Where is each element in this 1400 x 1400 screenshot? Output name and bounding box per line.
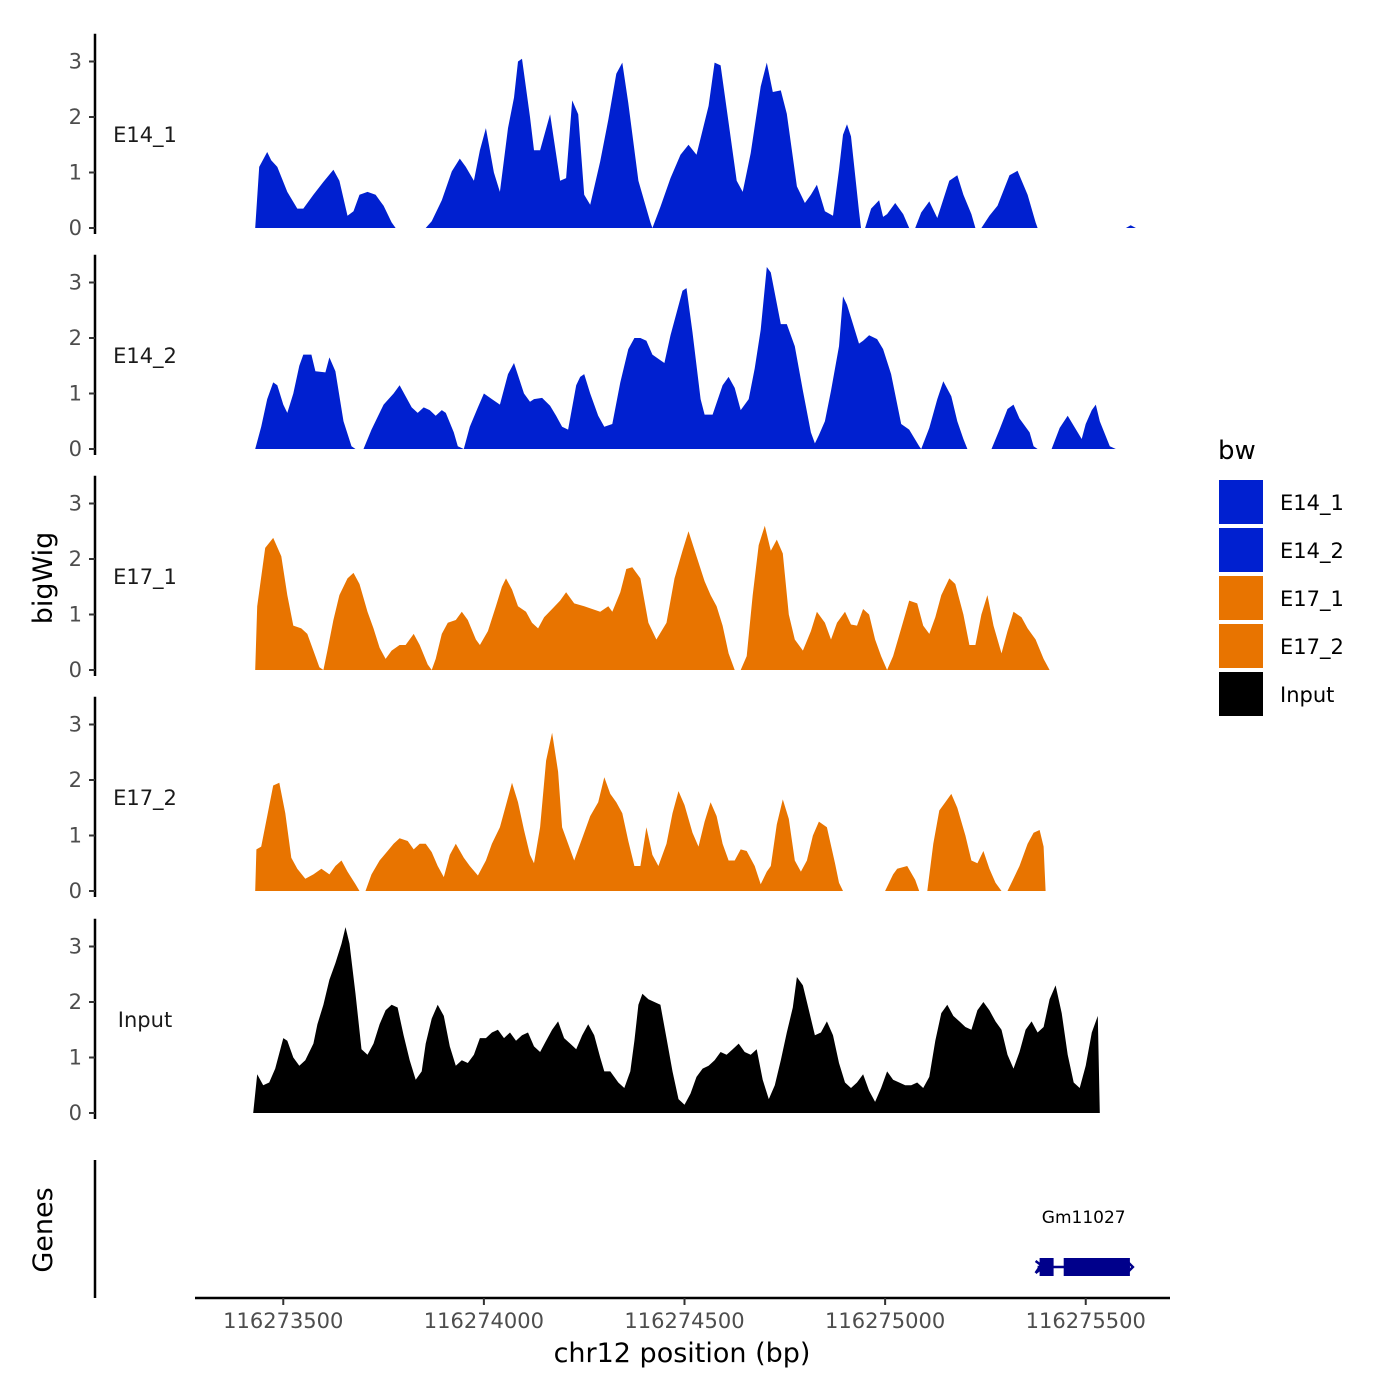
track-label: Input bbox=[118, 1008, 172, 1032]
track-label: E17_2 bbox=[113, 786, 177, 811]
y-tick-label: 0 bbox=[69, 437, 82, 461]
y-tick-label: 3 bbox=[69, 271, 82, 295]
gene-exon bbox=[1063, 1258, 1130, 1276]
legend-swatch bbox=[1219, 672, 1263, 716]
track-e14-1: 0 1 2 3 E14_1 bbox=[69, 33, 1136, 240]
area-e17-1 bbox=[255, 525, 1050, 670]
gene-label: Gm11027 bbox=[1042, 1208, 1126, 1228]
x-tick-label: 116274500 bbox=[624, 1309, 744, 1333]
legend: bw E14_1 E14_2 E17_1 E17_2 Input bbox=[1218, 436, 1344, 716]
y-tick-label: 1 bbox=[69, 161, 82, 185]
legend-item-e17-2: E17_2 bbox=[1219, 624, 1344, 668]
track-e17-1: 0 1 2 3 E17_1 bbox=[69, 475, 1050, 682]
y-tick-label: 2 bbox=[69, 326, 82, 350]
y-tick-label: 1 bbox=[69, 824, 82, 848]
gene-gm11027: Gm11027 bbox=[1034, 1208, 1135, 1276]
tracks: 0 1 2 3 E14_1 0 1 2 3 E14_2 0 1 2 3 E17_1 0 1 2 3 E17_2 0 1 2 3… bbox=[69, 33, 1136, 1125]
y-tick-label: 3 bbox=[69, 50, 82, 74]
y-axis-title: bigWig bbox=[28, 532, 59, 625]
x-tick-label: 116275500 bbox=[1026, 1309, 1146, 1333]
track-label: E14_2 bbox=[113, 344, 177, 369]
x-tick-label: 116274000 bbox=[424, 1309, 544, 1333]
area-e14-1 bbox=[255, 58, 1136, 229]
x-axis: 116273500 116274000 116274500 116275000 1162… bbox=[195, 1296, 1170, 1333]
x-axis-title: chr12 position (bp) bbox=[554, 1338, 811, 1369]
legend-label: E14_2 bbox=[1280, 539, 1344, 564]
y-tick-label: 0 bbox=[69, 879, 82, 903]
legend-swatch bbox=[1219, 576, 1263, 620]
legend-item-input: Input bbox=[1219, 672, 1334, 716]
track-input: 0 1 2 3 Input bbox=[69, 918, 1100, 1125]
y-tick-label: 0 bbox=[69, 1101, 82, 1125]
legend-title: bw bbox=[1218, 436, 1256, 466]
legend-label: E17_1 bbox=[1280, 587, 1344, 612]
legend-item-e14-1: E14_1 bbox=[1219, 480, 1344, 524]
track-e14-2: 0 1 2 3 E14_2 bbox=[69, 254, 1136, 461]
area-input bbox=[253, 927, 1100, 1113]
y-tick-label: 2 bbox=[69, 105, 82, 129]
y-tick-label: 0 bbox=[69, 216, 82, 240]
track-e17-2: 0 1 2 3 E17_2 bbox=[69, 696, 1046, 903]
legend-item-e14-2: E14_2 bbox=[1219, 528, 1344, 572]
y-tick-label: 2 bbox=[69, 990, 82, 1014]
legend-swatch bbox=[1219, 480, 1263, 524]
x-tick-label: 116273500 bbox=[223, 1309, 343, 1333]
y-tick-label: 0 bbox=[69, 658, 82, 682]
legend-label: Input bbox=[1280, 683, 1334, 707]
y-tick-label: 1 bbox=[69, 1046, 82, 1070]
area-e14-2 bbox=[255, 267, 1136, 449]
gene-strand-marker bbox=[1125, 1260, 1135, 1274]
legend-swatch bbox=[1219, 528, 1263, 572]
y-tick-label: 3 bbox=[69, 492, 82, 516]
x-tick-label: 116275000 bbox=[825, 1309, 945, 1333]
legend-item-e17-1: E17_1 bbox=[1219, 576, 1344, 620]
y-tick-label: 3 bbox=[69, 713, 82, 737]
y-tick-label: 3 bbox=[69, 935, 82, 959]
y-tick-label: 2 bbox=[69, 547, 82, 571]
y-tick-label: 1 bbox=[69, 382, 82, 406]
track-label: E17_1 bbox=[113, 565, 177, 590]
y-tick-label: 1 bbox=[69, 603, 82, 627]
legend-label: E17_2 bbox=[1280, 635, 1344, 660]
track-label: E14_1 bbox=[113, 123, 177, 148]
y-tick-label: 2 bbox=[69, 768, 82, 792]
legend-swatch bbox=[1219, 624, 1263, 668]
area-e17-2 bbox=[255, 732, 1046, 891]
genes-panel: Genes Gm11027 bbox=[28, 1160, 1135, 1298]
genes-title: Genes bbox=[28, 1187, 59, 1272]
legend-label: E14_1 bbox=[1280, 491, 1344, 516]
gene-strand-marker bbox=[1034, 1260, 1046, 1274]
